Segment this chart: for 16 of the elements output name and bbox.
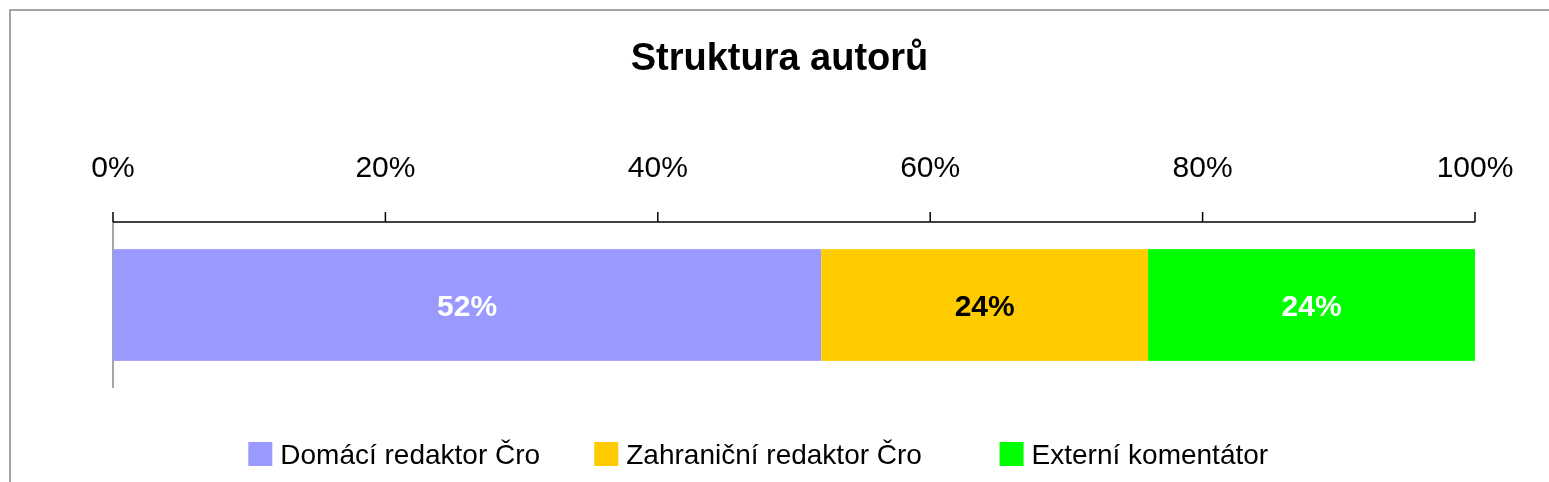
bar xyxy=(113,249,822,361)
bar xyxy=(1148,249,1475,361)
x-tick-label: 60% xyxy=(900,150,961,183)
x-tick-label: 0% xyxy=(91,150,135,183)
text: 24% xyxy=(1281,288,1342,322)
text: 52% xyxy=(437,288,498,322)
legend-label: Zahraniční redaktor Čro xyxy=(626,438,922,470)
x-tick-label: 80% xyxy=(1172,150,1233,183)
text: 24% xyxy=(954,288,1015,322)
legend-label: Domácí redaktor Čro xyxy=(280,438,541,470)
x-tick-label: 20% xyxy=(355,150,416,183)
bar xyxy=(821,249,1149,361)
chart-title: Struktura autorů xyxy=(630,36,929,78)
x-tick-label: 100% xyxy=(1436,150,1514,183)
x-tick-label: 40% xyxy=(627,150,688,183)
legend-label: Externí komentátor xyxy=(1031,438,1269,470)
